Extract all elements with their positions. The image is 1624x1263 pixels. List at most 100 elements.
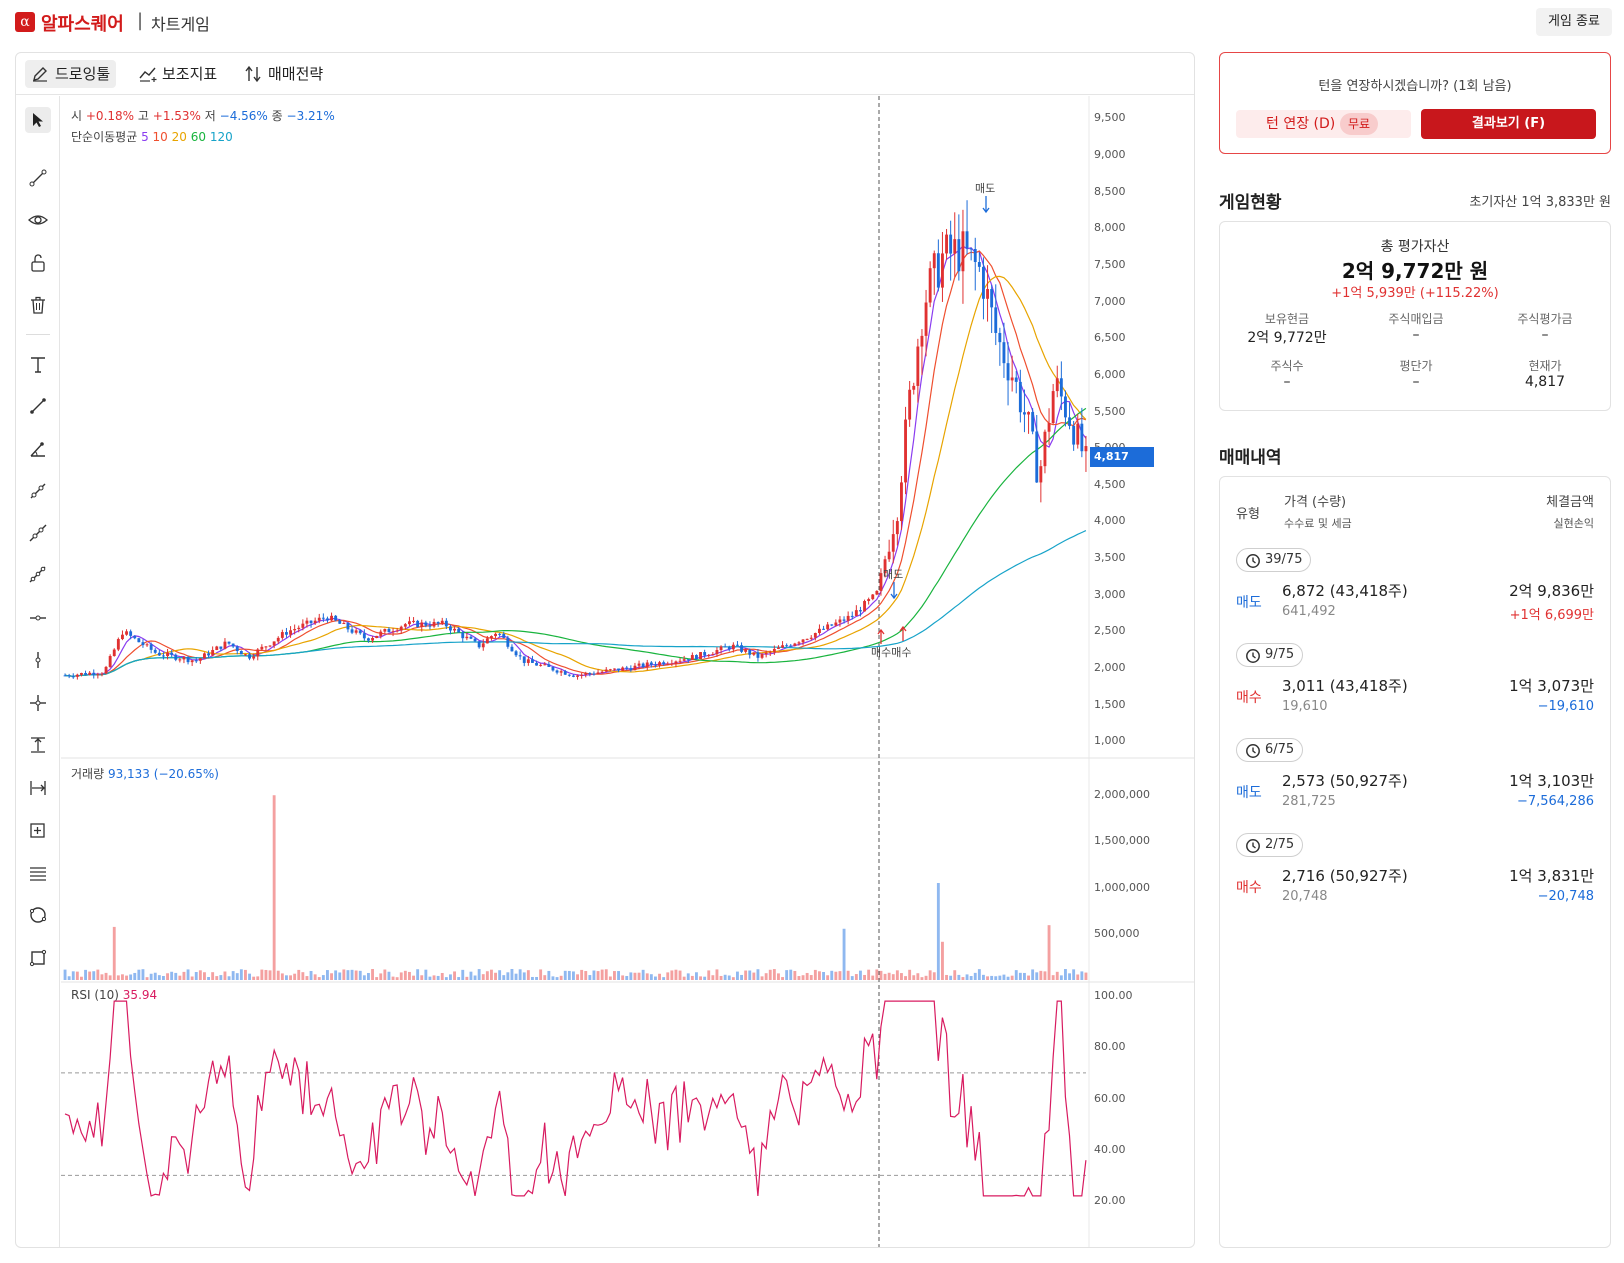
volume-bar	[674, 969, 678, 980]
rsi-axis-tick: 100.00	[1094, 989, 1133, 1002]
candle-body	[625, 667, 629, 669]
lock-tool[interactable]	[25, 250, 51, 276]
volume-bar	[781, 977, 784, 980]
candle-body	[539, 664, 543, 666]
text-tool[interactable]	[25, 351, 51, 377]
trade-pnl: −20,748	[1537, 889, 1594, 904]
rsi-label: RSI	[71, 988, 91, 1002]
volume-bar	[383, 969, 387, 980]
ray-tool[interactable]	[25, 478, 51, 504]
buy-marker-label: 매수매수	[871, 646, 911, 659]
visibility-tool[interactable]	[25, 207, 51, 233]
candle-body	[658, 662, 661, 666]
close-value: −3.21%	[286, 109, 335, 123]
trade-type: 매도	[1236, 785, 1262, 801]
indicators-tab[interactable]: 보조지표	[132, 60, 223, 88]
price-axis-tick: 7,000	[1094, 294, 1126, 308]
candle-body	[764, 652, 768, 655]
volume-bar	[608, 976, 612, 980]
angle-tool[interactable]	[25, 436, 51, 462]
candle-body	[342, 623, 346, 625]
end-game-button[interactable]: 게임 종료	[1536, 8, 1612, 36]
open-value: +0.18%	[85, 109, 135, 123]
vertical-line-tool[interactable]	[25, 647, 51, 673]
candle-body	[895, 521, 899, 535]
chart-plot-area[interactable]: 매도 매도 매수매수 시 +0.18% 고 +1.53% 저 −4.56% 종 −3…	[61, 96, 1194, 1247]
candle-body	[1043, 431, 1047, 467]
stock-purchase-value: –	[1412, 327, 1420, 343]
trade-fee: 19,610	[1282, 699, 1328, 714]
extended-line-tool[interactable]	[25, 520, 51, 546]
parallel-line-tool[interactable]	[25, 562, 51, 588]
line-tool[interactable]	[25, 393, 51, 419]
fib-lines-tool[interactable]	[25, 860, 51, 886]
candle-body	[518, 655, 522, 657]
circle-tool[interactable]	[25, 902, 51, 928]
candle-body	[547, 664, 551, 667]
trade-history-card: 유형 가격 (수량) 수수료 및 세금 체결금액 실현손익 39/75 매도 6,8…	[1219, 476, 1611, 1248]
candle-body	[748, 649, 752, 655]
candle-body	[854, 610, 858, 616]
zoom-box-tool[interactable]	[25, 817, 51, 843]
eye-icon	[28, 215, 48, 225]
candle-body	[338, 620, 342, 624]
alphasquare-logo-icon[interactable]: α	[15, 12, 35, 32]
candle-body	[904, 419, 907, 483]
volume-bar	[387, 971, 391, 980]
candle-body	[563, 671, 567, 675]
volume-bar	[965, 974, 969, 980]
volume-bar	[797, 976, 801, 980]
horizontal-line-tool[interactable]	[25, 605, 51, 631]
avg-price-label: 평단가	[1399, 359, 1433, 373]
candle-body	[953, 239, 957, 254]
candle-body	[1059, 378, 1063, 397]
candle-body	[789, 645, 793, 647]
volume-bar	[822, 971, 825, 980]
candle-body	[346, 623, 350, 630]
candle-body	[986, 289, 989, 299]
candle-body	[846, 615, 850, 621]
candle-body	[502, 633, 506, 638]
volume-bar	[1023, 972, 1026, 980]
volume-bar	[367, 972, 370, 980]
candle-body	[395, 630, 399, 632]
drawing-tool-tab[interactable]: 드로잉툴	[25, 60, 117, 88]
volume-bar	[621, 975, 625, 980]
candle-body	[305, 620, 309, 624]
cursor-tool[interactable]	[25, 107, 51, 133]
candle-body	[674, 661, 678, 664]
crosshair-tool[interactable]	[25, 690, 51, 716]
strategy-tab[interactable]: 매매전략	[238, 60, 329, 88]
candle-body	[465, 636, 469, 639]
view-result-button[interactable]: 결과보기 (F)	[1421, 109, 1596, 139]
turn-badge: 39/75	[1236, 548, 1312, 572]
volume-bar	[752, 972, 756, 980]
volume-bar	[551, 976, 555, 980]
delete-tool[interactable]	[25, 292, 51, 318]
date-range-tool[interactable]	[25, 775, 51, 801]
candle-body	[957, 239, 961, 272]
candle-body	[949, 234, 953, 254]
cursor-icon	[33, 113, 43, 127]
volume-bar	[633, 972, 637, 980]
stock-purchase-label: 주식매입금	[1388, 312, 1444, 326]
candle-body	[727, 647, 731, 650]
candle-body	[1002, 342, 1006, 364]
brand-name[interactable]: 알파스퀘어	[41, 14, 124, 35]
price-axis-tick: 2,000	[1094, 661, 1126, 675]
volume-bar	[215, 976, 219, 980]
volume-bar	[641, 969, 645, 980]
volume-bar	[256, 976, 260, 980]
rectangle-tool[interactable]	[25, 945, 51, 971]
volume-bar	[1010, 975, 1014, 980]
price-range-tool[interactable]	[25, 732, 51, 758]
candle-body	[982, 266, 985, 299]
candle-body	[760, 654, 764, 658]
rsi-period: (10)	[94, 988, 119, 1002]
trendline-tool[interactable]	[25, 165, 51, 191]
candle-body	[239, 650, 243, 655]
candle-body	[231, 643, 235, 647]
volume-bar	[748, 970, 752, 980]
extend-turn-button[interactable]: 턴 연장 (D) 무료	[1236, 110, 1411, 138]
